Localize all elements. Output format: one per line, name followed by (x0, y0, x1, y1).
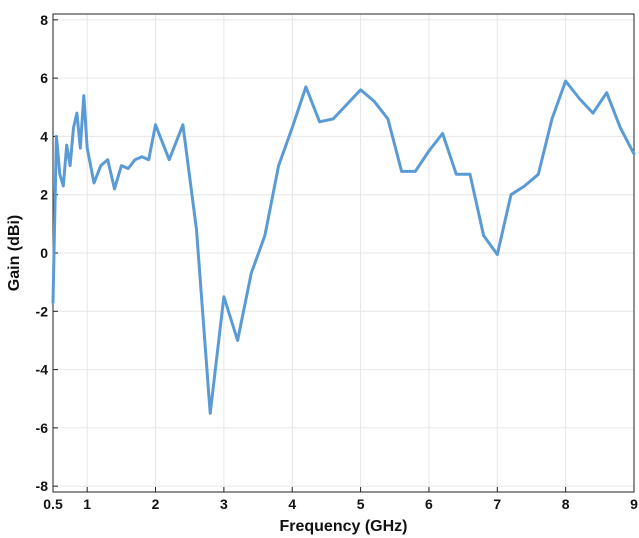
data-point (551, 118, 553, 120)
data-point (469, 173, 471, 176)
data-point (141, 156, 143, 158)
data-point (168, 158, 170, 161)
data-point (605, 91, 608, 94)
data-point (62, 185, 65, 187)
data-point (82, 94, 85, 97)
data-point (69, 164, 71, 167)
data-point (305, 86, 307, 88)
data-point (482, 234, 485, 237)
x-tick-label: 7 (493, 496, 501, 512)
x-tick-label: 8 (562, 496, 570, 512)
data-point (332, 118, 335, 120)
axis-ticks: 0.5 1 2 3 4 5 6 7 8 9 -8 -6 -4 -2 0 2 4 6 8 (36, 12, 639, 512)
data-point (592, 112, 594, 114)
data-point (55, 135, 58, 138)
data-point (264, 234, 266, 237)
data-point (236, 339, 239, 342)
data-point (154, 123, 157, 126)
data-point (387, 118, 389, 120)
x-axis-title: Frequency (GHz) (279, 518, 407, 535)
data-point (209, 412, 212, 415)
data-point (120, 164, 123, 167)
data-point (79, 147, 82, 149)
data-point (113, 188, 116, 190)
data-point (414, 170, 417, 173)
data-point (373, 100, 376, 103)
x-tick-label: 4 (288, 496, 296, 512)
data-point (346, 103, 348, 106)
data-point (523, 185, 526, 187)
data-point (93, 182, 95, 184)
data-point (564, 80, 567, 82)
data-point (455, 173, 458, 176)
data-point (578, 97, 581, 100)
y-tick-label: -4 (36, 362, 49, 378)
data-point (400, 170, 403, 173)
x-tick-label: 3 (220, 496, 228, 512)
data-point (359, 88, 362, 91)
data-point (291, 126, 294, 129)
data-point (100, 164, 102, 167)
data-point (127, 167, 129, 170)
data-point (441, 132, 444, 135)
data-point (537, 173, 540, 176)
y-tick-label: -8 (36, 478, 49, 494)
data-point (72, 126, 75, 129)
data-point (106, 158, 109, 161)
data-point (496, 253, 499, 256)
data-point (65, 144, 68, 146)
y-tick-label: -2 (36, 303, 49, 319)
x-tick-label: 0.5 (43, 496, 63, 512)
x-tick-label: 9 (630, 496, 638, 512)
data-point (147, 158, 150, 161)
data-point (223, 295, 225, 298)
data-point (195, 228, 198, 231)
y-tick-label: 8 (40, 12, 48, 28)
data-point (52, 301, 54, 304)
data-point (250, 272, 253, 275)
series-line (51, 79, 636, 415)
data-point (59, 173, 61, 176)
x-tick-label: 2 (152, 496, 160, 512)
data-point (86, 147, 88, 149)
data-point (277, 164, 280, 167)
y-tick-label: 2 (40, 187, 48, 203)
data-point (76, 112, 78, 114)
data-point (510, 193, 512, 196)
data-point (428, 150, 430, 152)
data-point (134, 158, 136, 161)
data-point (182, 123, 184, 126)
y-tick-label: 6 (40, 70, 48, 86)
y-tick-label: 0 (40, 245, 48, 261)
data-point (619, 126, 622, 129)
y-tick-label: -6 (36, 420, 49, 436)
data-point (633, 153, 635, 155)
y-axis-title: Gain (dBi) (6, 215, 23, 291)
x-tick-label: 6 (425, 496, 433, 512)
x-tick-label: 1 (83, 496, 91, 512)
series-layer (51, 79, 636, 415)
grid (52, 14, 635, 492)
data-point (318, 121, 321, 123)
y-tick-label: 4 (40, 128, 48, 144)
x-tick-label: 5 (357, 496, 365, 512)
